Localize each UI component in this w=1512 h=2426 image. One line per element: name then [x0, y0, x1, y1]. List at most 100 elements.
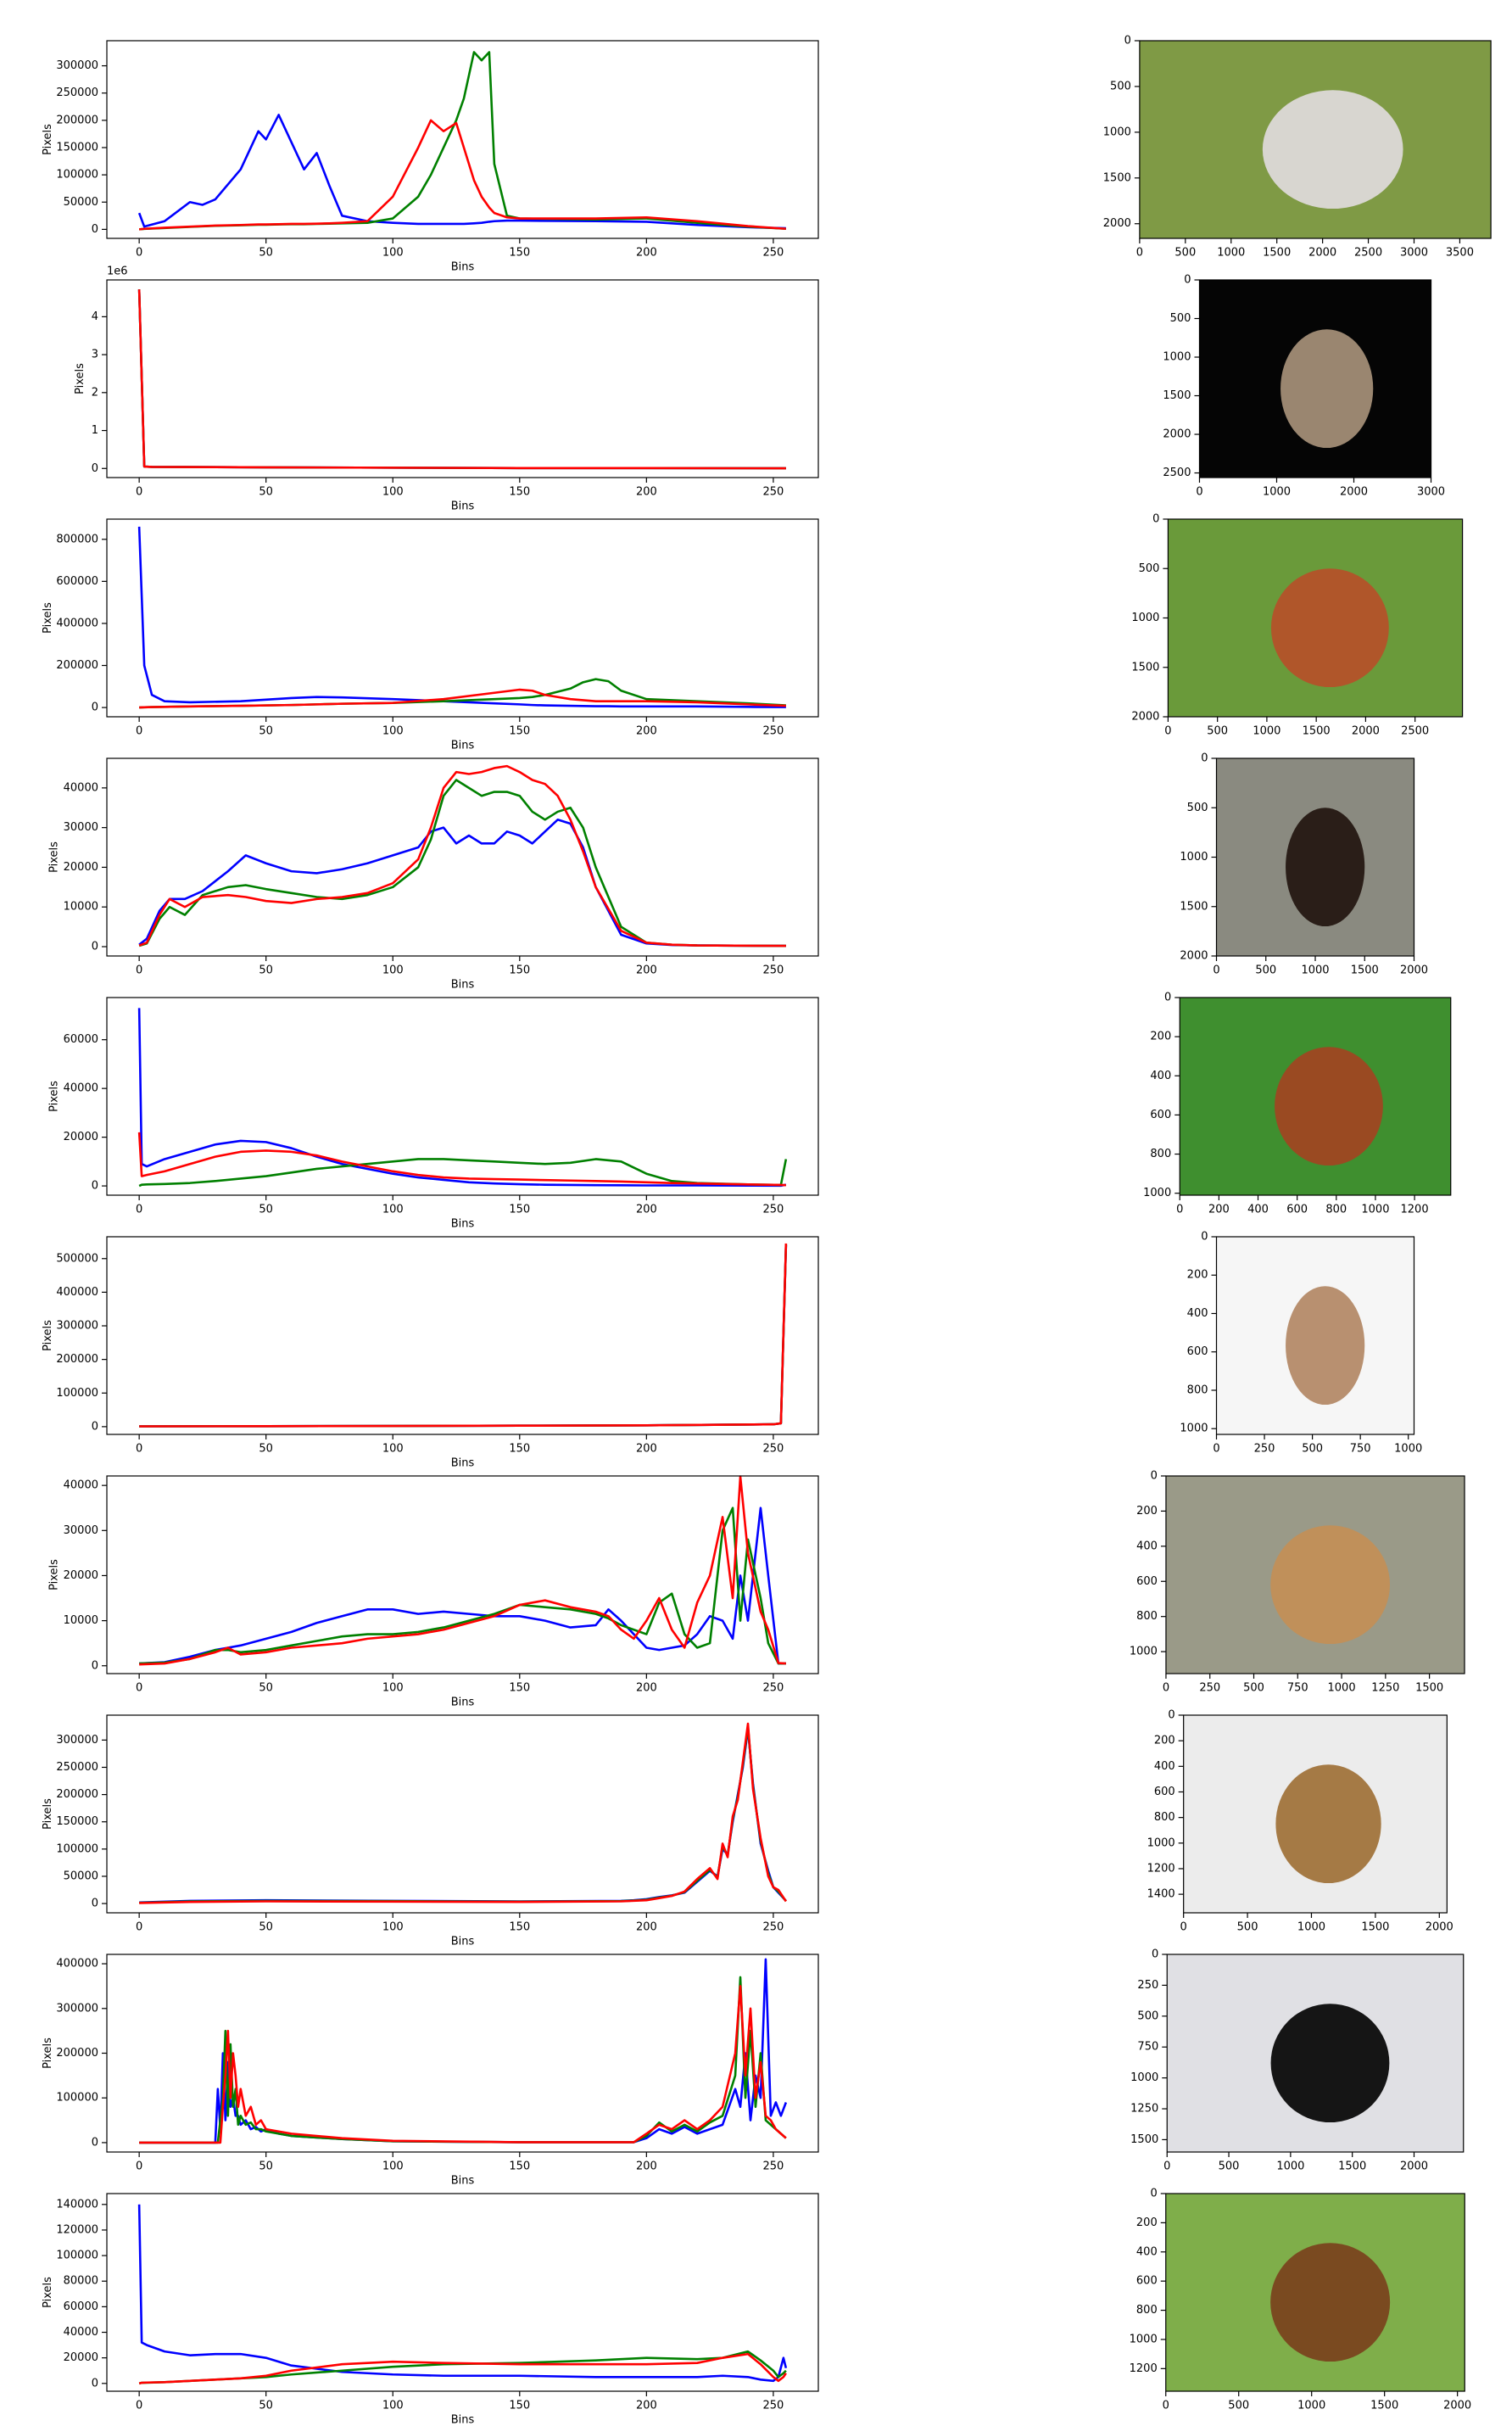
x-axis-label: Bins — [451, 979, 475, 992]
x-tick-label: 0 — [1180, 1921, 1187, 1934]
y-axis-label: Pixels — [42, 1798, 54, 1830]
y-tick-label: 10000 — [64, 901, 98, 914]
x-tick-label: 250 — [762, 247, 784, 260]
y-tick-label: 500 — [1110, 80, 1131, 92]
y-tick-label: 1200 — [1147, 1862, 1175, 1875]
y-tick-label: 20000 — [64, 1569, 98, 1582]
x-axis-label: Bins — [451, 1936, 475, 1948]
x-tick-label: 2000 — [1352, 725, 1380, 738]
histogram-line — [139, 1243, 788, 1428]
x-axis-label: Bins — [451, 740, 475, 752]
y-tick-label: 3 — [92, 349, 98, 361]
y-tick-label: 300000 — [56, 59, 98, 72]
x-tick-label: 1000 — [1301, 964, 1329, 977]
y-tick-label: 0 — [1152, 1948, 1158, 1961]
x-tick-label: 200 — [636, 964, 657, 977]
y-tick-label: 200 — [1136, 2216, 1158, 2229]
x-tick-label: 250 — [762, 2160, 784, 2173]
x-tick-label: 100 — [382, 964, 404, 977]
x-tick-label: 750 — [1350, 1443, 1371, 1456]
histogram-line — [137, 526, 786, 708]
x-tick-label: 50 — [259, 725, 273, 738]
x-tick-label: 2000 — [1426, 1921, 1453, 1934]
photo-subject — [1275, 1047, 1383, 1166]
y-tick-label: 0 — [92, 462, 98, 475]
x-tick-label: 3500 — [1446, 247, 1474, 260]
axes-frame — [106, 1475, 819, 1674]
y-tick-label: 40000 — [64, 2326, 98, 2339]
y-tick-label: 100000 — [56, 1387, 98, 1400]
axes-frame — [106, 997, 819, 1196]
y-tick-label: 400 — [1187, 1307, 1208, 1320]
x-tick-label: 200 — [636, 1921, 657, 1934]
x-tick-label: 250 — [762, 486, 784, 499]
histogram-line — [138, 1158, 788, 1188]
x-tick-label: 150 — [509, 1443, 530, 1456]
y-tick-label: 1000 — [1130, 2333, 1158, 2345]
x-tick-label: 150 — [509, 964, 530, 977]
y-tick-label: 0 — [1152, 513, 1159, 526]
x-tick-label: 250 — [762, 2400, 784, 2412]
x-tick-label: 1000 — [1297, 1921, 1325, 1934]
histogram-line — [139, 1506, 786, 1665]
histogram-line — [139, 119, 786, 231]
y-tick-label: 140000 — [56, 2198, 98, 2211]
y-tick-label: 0 — [92, 1659, 98, 1672]
y-axis-label: Pixels — [48, 1081, 61, 1112]
x-tick-label: 1000 — [1276, 2160, 1304, 2173]
x-tick-label: 50 — [259, 1682, 273, 1695]
y-tick-label: 0 — [1201, 1231, 1208, 1244]
x-tick-label: 100 — [382, 1204, 404, 1216]
y-tick-label: 800 — [1187, 1383, 1208, 1396]
y-tick-label: 40000 — [64, 1479, 98, 1492]
x-axis-label: Bins — [451, 500, 475, 513]
y-tick-label: 20000 — [64, 1131, 98, 1143]
x-tick-label: 150 — [509, 1204, 530, 1216]
x-tick-label: 1500 — [1338, 2160, 1366, 2173]
x-tick-label: 250 — [1254, 1443, 1275, 1456]
y-tick-label: 0 — [1164, 992, 1171, 1004]
image-frame — [1198, 279, 1432, 478]
x-tick-label: 1000 — [1394, 1443, 1422, 1456]
x-tick-label: 250 — [762, 725, 784, 738]
y-tick-label: 500 — [1170, 312, 1191, 325]
x-tick-label: 1000 — [1297, 2400, 1325, 2412]
x-tick-label: 0 — [1164, 725, 1171, 738]
x-tick-label: 100 — [382, 1921, 404, 1934]
x-tick-label: 100 — [382, 247, 404, 260]
y-tick-label: 200 — [1136, 1505, 1158, 1518]
x-tick-label: 1500 — [1361, 1921, 1389, 1934]
y-tick-label: 600 — [1187, 1345, 1208, 1358]
x-tick-label: 200 — [636, 247, 657, 260]
x-tick-label: 250 — [762, 1682, 784, 1695]
x-tick-label: 0 — [136, 486, 142, 499]
photo-subject — [1286, 1286, 1365, 1406]
x-tick-label: 0 — [1163, 2160, 1170, 2173]
x-tick-label: 2000 — [1400, 2160, 1428, 2173]
y-tick-label: 1400 — [1147, 1888, 1175, 1901]
y-tick-label: 4 — [92, 310, 98, 323]
y-tick-label: 0 — [1168, 1709, 1174, 1722]
y-tick-label: 200 — [1187, 1269, 1208, 1282]
plot-area — [107, 1476, 818, 1674]
x-tick-label: 0 — [1213, 964, 1219, 977]
histogram-line — [137, 289, 786, 470]
histogram-line — [139, 1985, 787, 2144]
y-tick-label: 800 — [1136, 1610, 1158, 1623]
image-frame — [1215, 1236, 1415, 1435]
y-tick-label: 2000 — [1163, 428, 1191, 441]
y-tick-label: 1 — [92, 424, 98, 437]
y-tick-label: 100000 — [56, 2250, 98, 2262]
y-axis-label: Pixels — [42, 2038, 54, 2069]
x-tick-label: 500 — [1302, 1443, 1323, 1456]
x-tick-label: 3000 — [1400, 247, 1428, 260]
x-tick-label: 1000 — [1253, 725, 1280, 738]
y-tick-label: 1250 — [1130, 2103, 1158, 2116]
x-tick-label: 500 — [1243, 1682, 1264, 1695]
y-tick-label: 2500 — [1163, 467, 1191, 479]
y-tick-label: 200 — [1154, 1735, 1175, 1747]
x-tick-label: 250 — [762, 1443, 784, 1456]
photo-subject — [1275, 1764, 1381, 1884]
y-tick-label: 200000 — [56, 659, 98, 672]
x-tick-label: 500 — [1255, 964, 1276, 977]
